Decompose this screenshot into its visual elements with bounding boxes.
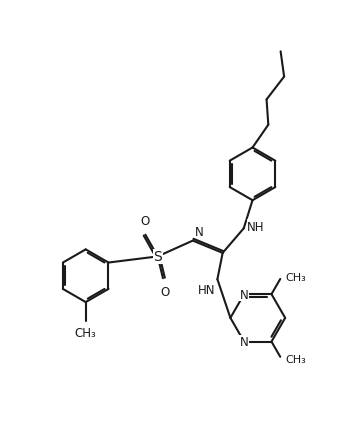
Text: NH: NH xyxy=(247,221,265,233)
Text: N: N xyxy=(240,288,249,301)
Text: CH₃: CH₃ xyxy=(286,354,306,364)
Text: O: O xyxy=(160,285,169,299)
Text: N: N xyxy=(195,225,203,238)
Text: S: S xyxy=(153,250,162,264)
Text: HN: HN xyxy=(198,284,216,297)
Text: CH₃: CH₃ xyxy=(286,273,306,282)
Text: O: O xyxy=(141,214,150,227)
Text: N: N xyxy=(240,335,249,348)
Text: CH₃: CH₃ xyxy=(75,326,97,339)
